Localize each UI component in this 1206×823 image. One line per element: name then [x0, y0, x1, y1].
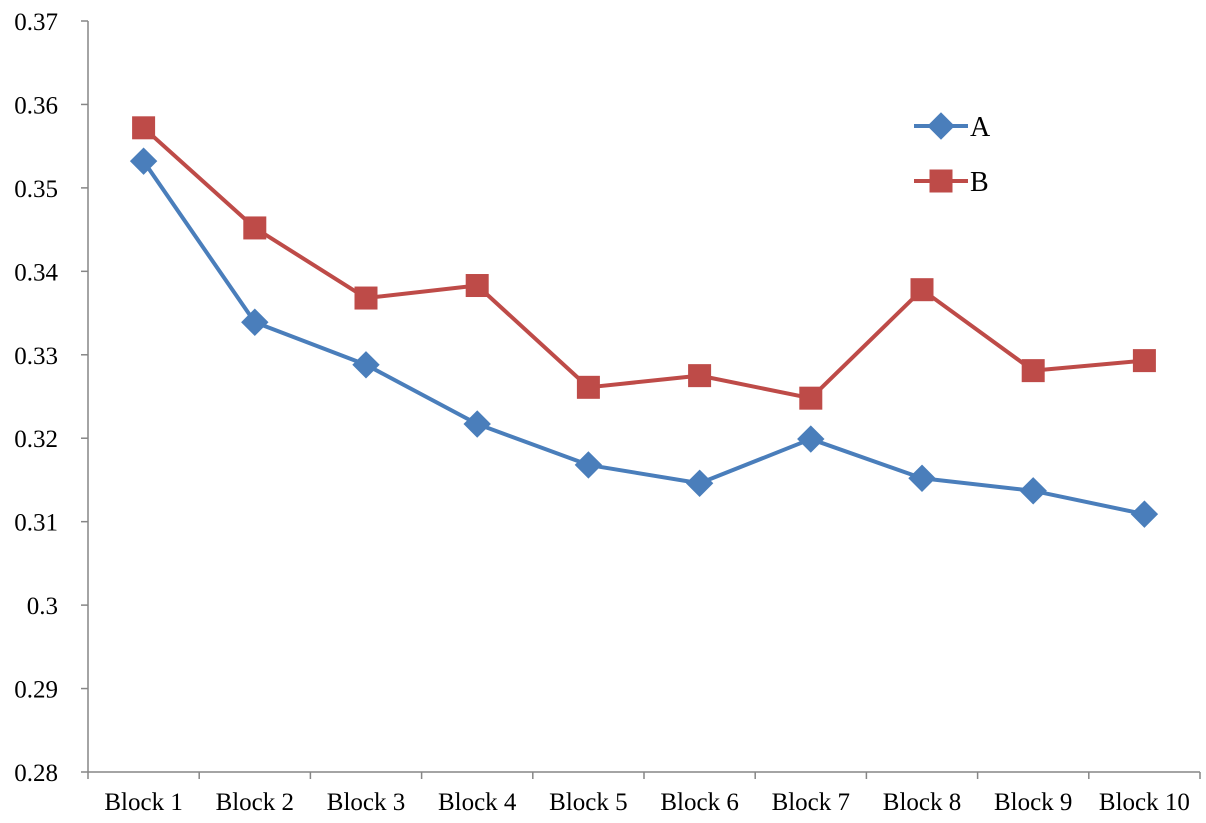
- legend-label: A: [970, 112, 991, 143]
- legend-label: B: [970, 167, 989, 198]
- axes: 0.28 0.29 0.3 0.31 0.32 0.33 0.34 0.35 0.36 0.37 B…: [14, 9, 1201, 816]
- data-point: [574, 451, 603, 479]
- data-point: [132, 116, 156, 140]
- y-tick-label: 0.29: [14, 677, 58, 704]
- data-point: [463, 410, 491, 438]
- data-point: [685, 469, 714, 497]
- legend: AB: [914, 112, 991, 198]
- data-point: [129, 147, 158, 175]
- y-tick-label: 0.3: [27, 593, 58, 620]
- y-tick-label: 0.31: [14, 510, 58, 537]
- x-tick-label: Block 10: [1099, 789, 1190, 816]
- x-tick-label: Block 4: [438, 789, 517, 816]
- series-line: [141, 160, 1145, 517]
- series-B: [132, 116, 1156, 410]
- legend-marker: [929, 169, 953, 193]
- series-line: [142, 126, 1145, 401]
- y-tick-label: 0.35: [14, 176, 58, 203]
- y-tick-label: 0.37: [14, 9, 58, 36]
- data-point: [1021, 359, 1045, 383]
- data-point: [354, 286, 378, 310]
- y-tick-label: 0.33: [14, 343, 58, 370]
- x-tick-label: Block 9: [994, 789, 1072, 816]
- data-point: [465, 274, 489, 298]
- data-point: [241, 308, 269, 336]
- data-point: [797, 425, 825, 453]
- y-tick-label: 0.36: [14, 92, 58, 119]
- y-tick-label: 0.32: [14, 426, 58, 453]
- x-tick-label: Block 7: [772, 789, 850, 816]
- data-point: [1132, 349, 1156, 373]
- x-tick-label: Block 1: [104, 789, 182, 816]
- series-layer: [129, 116, 1159, 528]
- data-point: [908, 464, 936, 492]
- data-point: [688, 364, 712, 388]
- series-A: [129, 147, 1159, 528]
- data-point: [243, 216, 267, 240]
- x-tick-label: Block 6: [660, 789, 738, 816]
- data-point: [352, 351, 380, 379]
- data-point: [576, 375, 600, 399]
- x-tick-label: Block 3: [327, 789, 405, 816]
- data-point: [799, 386, 823, 410]
- legend-item: A: [914, 112, 991, 143]
- x-tick-label: Block 8: [883, 789, 961, 816]
- y-tick-label: 0.34: [14, 259, 58, 286]
- data-point: [1019, 477, 1047, 505]
- data-point: [910, 278, 934, 302]
- y-tick-label: 0.28: [14, 760, 58, 787]
- legend-marker: [927, 112, 955, 140]
- x-tick-label: Block 2: [216, 789, 294, 816]
- x-tick-label: Block 5: [549, 789, 627, 816]
- data-point: [1130, 500, 1159, 528]
- legend-item: B: [914, 167, 989, 198]
